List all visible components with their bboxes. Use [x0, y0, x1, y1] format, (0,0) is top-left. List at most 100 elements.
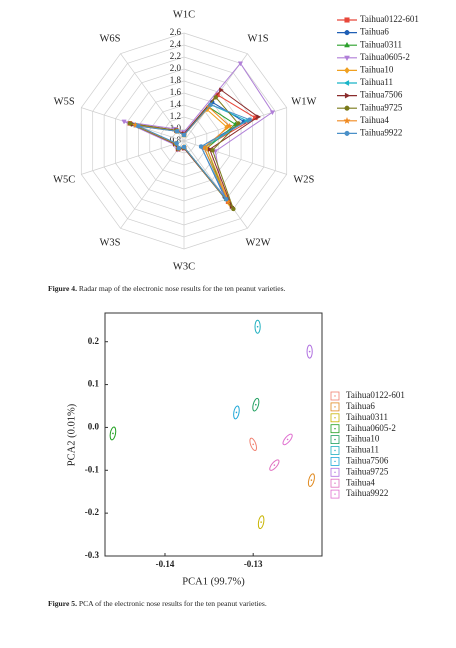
legend-label: Taihua0311: [346, 412, 388, 422]
point-group: [233, 405, 240, 420]
caption-label: Figure 4.: [48, 284, 77, 293]
r-tick-label: 2.2: [170, 51, 181, 61]
point: [256, 325, 259, 328]
legend-label: Taihua9922: [346, 488, 388, 498]
marker: [181, 144, 187, 150]
r-tick-label: 2.4: [170, 39, 182, 49]
legend-dot: [334, 449, 336, 452]
point-group: [252, 397, 260, 412]
marker: [181, 132, 187, 138]
point: [255, 403, 257, 406]
marker: [207, 146, 213, 152]
legend-marker: [330, 435, 340, 445]
point-group: [257, 515, 265, 530]
legend-label: Taihua0605-2: [360, 52, 410, 62]
caption-text: PCA of the electronic nose results for t…: [79, 599, 267, 608]
point-group: [269, 459, 280, 471]
spoke: [81, 140, 185, 175]
legend-marker: [344, 55, 350, 62]
y-tick-label: -0.2: [85, 507, 100, 517]
marker: [174, 141, 179, 146]
axis-label: W5S: [54, 96, 75, 107]
r-tick-label: 2.6: [170, 27, 182, 37]
r-tick-label: 0.8: [170, 135, 182, 145]
y-tick-label: 0.1: [88, 379, 100, 389]
marker: [121, 119, 127, 125]
marker: [224, 196, 229, 202]
confidence-ellipse: [109, 426, 117, 441]
legend-marker: [330, 489, 340, 499]
legend-marker: [343, 80, 350, 86]
confidence-ellipse: [306, 344, 313, 359]
point: [286, 438, 289, 441]
caption: Figure 5. PCA of the electronic nose res…: [48, 599, 267, 608]
confidence-ellipse: [233, 405, 240, 420]
marker: [213, 95, 218, 100]
axis-label: W1S: [248, 33, 269, 44]
legend-label: Taihua4: [360, 115, 389, 125]
legend-label: Taihua0122-601: [360, 14, 419, 24]
x-tick-label: -0.13: [244, 559, 263, 569]
point: [235, 411, 238, 414]
axis-label: W1W: [291, 96, 316, 107]
legend-marker: [330, 424, 340, 434]
axis-label: W1C: [173, 9, 195, 20]
legend-marker: [330, 391, 340, 401]
point-group: [306, 344, 313, 359]
plot-frame: [104, 312, 323, 557]
point-group: [249, 437, 257, 452]
legend-label: Taihua6: [360, 27, 389, 37]
confidence-ellipse: [269, 459, 280, 471]
legend-dot: [334, 417, 336, 419]
legend-marker: [343, 116, 351, 125]
legend-marker: [344, 30, 350, 36]
marker: [219, 87, 224, 93]
legend-marker: [330, 467, 340, 477]
spoke: [120, 140, 185, 229]
confidence-ellipse: [282, 433, 293, 446]
point-group: [254, 319, 261, 334]
y-axis-label: PCA2 (0.01%): [66, 403, 77, 466]
point-group: [109, 426, 117, 441]
legend-label: Taihua9725: [360, 102, 403, 112]
spoke: [183, 140, 248, 229]
marker: [210, 148, 215, 153]
legend-label: Taihua4: [346, 477, 375, 487]
r-tick-label: 1.2: [170, 111, 181, 121]
confidence-ellipse: [254, 319, 261, 334]
y-tick-label: -0.1: [85, 464, 100, 474]
axis-label: W2S: [293, 174, 314, 185]
r-tick-label: 1.8: [170, 75, 182, 85]
caption-label: Figure 5.: [48, 599, 77, 608]
legend-marker: [344, 41, 350, 48]
axis-label: W3C: [173, 261, 195, 272]
y-tick-label: 0.2: [88, 336, 100, 346]
legend-label: Taihua9922: [360, 127, 402, 137]
series-line: [138, 104, 251, 200]
marker: [136, 123, 141, 129]
legend-marker: [344, 130, 350, 136]
legend-label: Taihua11: [346, 445, 379, 455]
marker: [235, 121, 241, 126]
marker: [174, 129, 180, 134]
legend-dot: [334, 428, 336, 430]
legend-dot: [334, 493, 336, 495]
legend-marker: [344, 92, 351, 99]
legend-label: Taihua0605-2: [346, 423, 396, 433]
point: [273, 464, 276, 466]
confidence-ellipse: [249, 437, 257, 452]
point-group: [307, 473, 315, 487]
marker: [247, 117, 252, 122]
legend-label: Taihua9725: [346, 466, 389, 476]
confidence-ellipse: [252, 397, 260, 412]
legend-label: Taihua10: [360, 64, 394, 74]
point: [310, 479, 313, 481]
axis-label: W6S: [99, 33, 120, 44]
marker: [269, 110, 276, 116]
x-tick-label: -0.14: [156, 559, 175, 569]
legend-marker: [344, 67, 350, 74]
legend-label: Taihua7506: [360, 90, 403, 100]
marker: [176, 146, 181, 151]
legend-marker: [330, 413, 340, 423]
